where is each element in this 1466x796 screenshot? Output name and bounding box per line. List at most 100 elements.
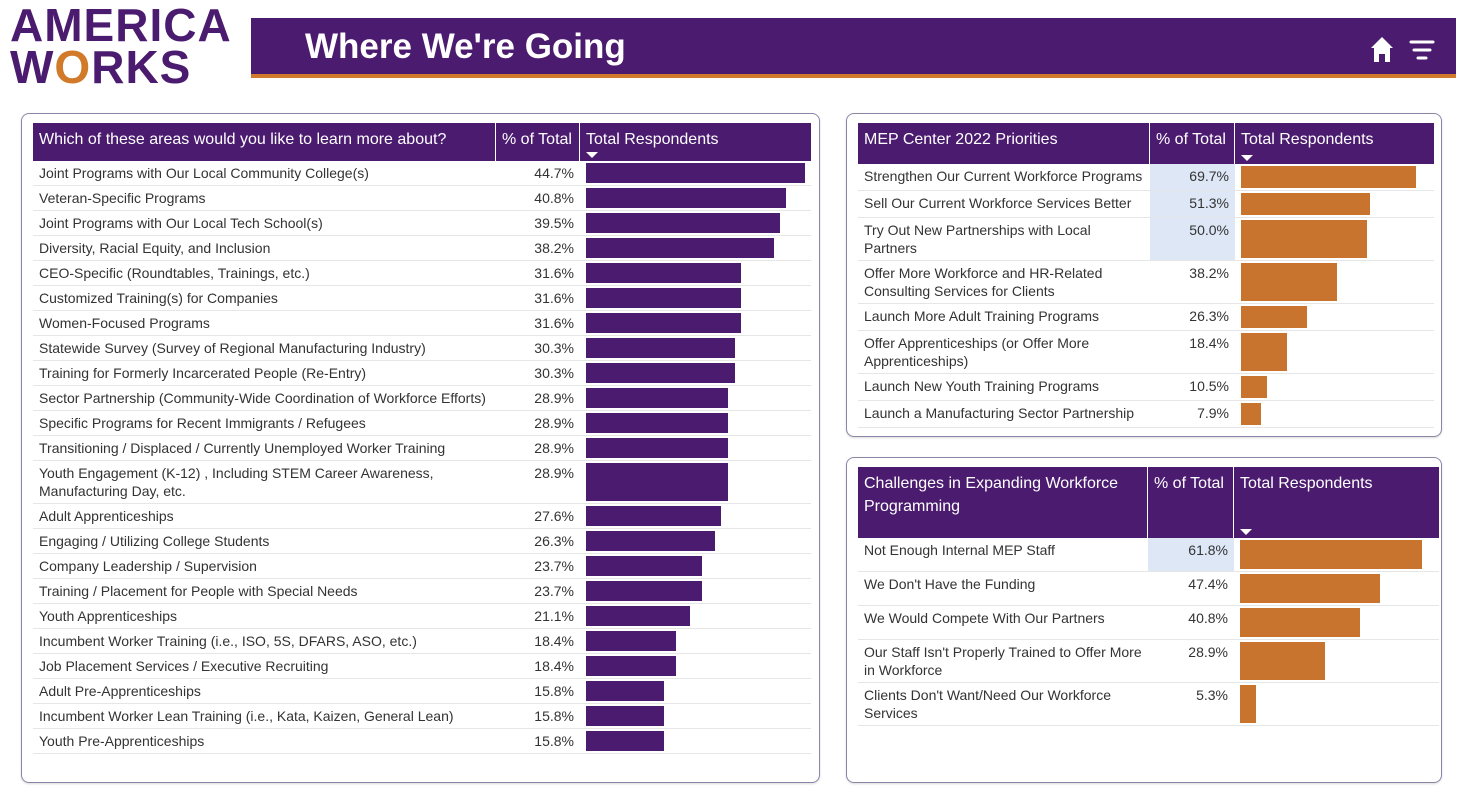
percent: 30.3% [534,340,574,356]
bar-cell [580,336,811,360]
row-label: Transitioning / Displaced / Currently Un… [39,440,446,456]
percent: 47.4% [1188,576,1228,592]
row-label: Youth Engagement (K-12) , Including STEM… [39,465,434,499]
table-row: Engaging / Utilizing College Students 26.… [33,529,811,554]
bar-cell [580,461,811,503]
row-label: Joint Programs with Our Local Community … [39,165,369,181]
bar-cell [580,161,811,185]
bar [586,606,690,626]
table-header: Challenges in Expanding Workforce Progra… [858,467,1439,538]
bar [1241,263,1337,301]
percent: 69.7% [1150,164,1235,190]
percent: 21.1% [534,608,574,624]
row-label: Launch New Youth Training Programs [864,378,1100,394]
sort-arrow [1240,529,1252,535]
bar-cell [580,504,811,528]
table-row: Customized Training(s) for Companies 31.6… [33,286,811,311]
bar [586,438,728,458]
table-row: Launch More Adult Training Programs 26.3% [858,304,1434,331]
bar [586,463,728,501]
bar [586,581,703,601]
bar [586,506,722,526]
percent: 30.3% [534,365,574,381]
table-row: Launch a Manufacturing Sector Partnershi… [858,401,1434,428]
row-label: Company Leadership / Supervision [39,558,257,574]
table-row: Adult Apprenticeships 27.6% [33,504,811,529]
row-label: Engaging / Utilizing College Students [39,533,270,549]
icons [1371,37,1435,62]
table-row: Clients Don't Want/Need Our Workforce Se… [858,683,1439,726]
percent: 18.4% [1189,335,1229,351]
filter-icon[interactable] [1409,40,1435,60]
column-header: % of Total [1148,467,1234,538]
percent: 50.0% [1150,218,1235,260]
bar [586,288,742,308]
bar-cell [1235,261,1434,303]
bar [586,413,728,433]
table-row: Training / Placement for People with Spe… [33,579,811,604]
bar-cell [1235,191,1434,217]
banner: Where We're Going [251,18,1456,78]
table-row: Specific Programs for Recent Immigrants … [33,411,811,436]
percent: 31.6% [534,315,574,331]
bar [586,163,806,183]
row-label: Training for Formerly Incarcerated Peopl… [39,365,367,381]
page-title: Where We're Going [305,27,626,66]
bar-cell [1234,683,1439,725]
bar [1241,193,1370,215]
table-header: MEP Center 2022 Priorities% of Total Tota… [858,123,1434,164]
bar [1240,540,1423,569]
bar-cell [580,311,811,335]
bar [1240,574,1380,603]
table-panel: Challenges in Expanding Workforce Progra… [846,457,1442,783]
table-row: Offer More Workforce and HR-Related Cons… [858,261,1434,304]
column-header: Which of these areas would you like to l… [33,123,496,161]
column-header: Challenges in Expanding Workforce Progra… [858,467,1148,538]
row-label: Offer Apprenticeships (or Offer More App… [864,335,1090,369]
bar [1240,642,1326,680]
bar [586,706,664,726]
bar [586,631,677,651]
row-label: Job Placement Services / Executive Recru… [39,658,329,674]
bar-cell [1235,374,1434,400]
bar-cell [580,286,811,310]
table-row: Try Out New Partnerships with Local Part… [858,218,1434,261]
percent: 28.9% [534,390,574,406]
bar [586,681,664,701]
bar-cell [580,236,811,260]
bar-cell [1235,218,1434,260]
row-label: Veteran-Specific Programs [39,190,206,206]
row-label: Women-Focused Programs [39,315,210,331]
table-row: Our Staff Isn't Properly Trained to Offe… [858,640,1439,683]
row-label: Our Staff Isn't Properly Trained to Offe… [864,644,1142,678]
bar-cell [580,654,811,678]
bar [586,238,774,258]
percent: 7.9% [1197,405,1229,421]
row-label: Training / Placement for People with Spe… [39,583,358,599]
table-row: Not Enough Internal MEP Staff 61.8% [858,538,1439,572]
table-row: Statewide Survey (Survey of Regional Man… [33,336,811,361]
logo-line: WORKS [10,41,192,93]
bar-cell [580,186,811,210]
bar [586,531,716,551]
bar-cell [580,361,811,385]
bar [586,188,787,208]
bar [586,731,664,751]
bar [1241,220,1367,258]
bar-cell [1235,164,1434,190]
row-label: Not Enough Internal MEP Staff [864,542,1055,558]
row-label: Sell Our Current Workforce Services Bett… [864,195,1132,211]
home-icon[interactable] [1371,37,1393,62]
bar [586,363,735,383]
bar [1241,333,1288,371]
row-label: Adult Pre-Apprenticeships [39,683,201,699]
bar [586,213,780,233]
percent: 44.7% [534,165,574,181]
logo-line: AMERICA [10,0,232,51]
bar-cell [1235,304,1434,330]
table-panel: MEP Center 2022 Priorities% of Total Tota… [846,113,1442,437]
sort-arrow [1241,155,1253,161]
table-row: Incumbent Worker Lean Training (i.e., Ka… [33,704,811,729]
table-row: Sector Partnership (Community-Wide Coord… [33,386,811,411]
